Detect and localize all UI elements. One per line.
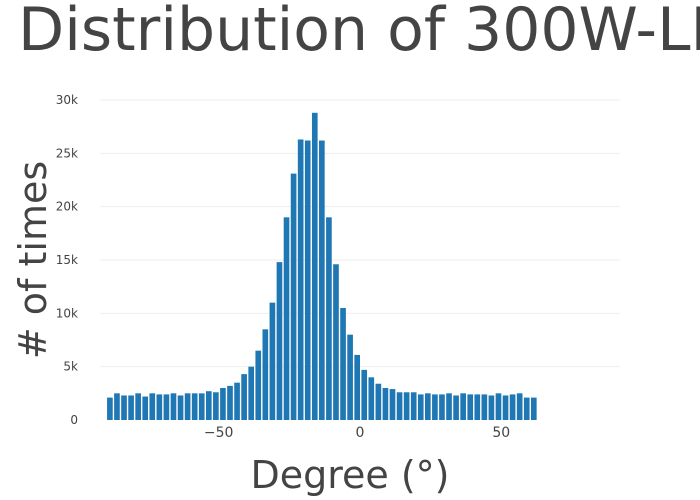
bar-series [107,112,537,421]
histogram-bar [375,383,382,420]
histogram-bar [290,173,297,420]
histogram-bar [326,217,332,420]
histogram-bar [530,397,537,420]
histogram-bar [262,329,269,420]
y-tick-label: 15k [56,253,78,267]
histogram-bar [368,377,375,420]
histogram-bar [403,392,410,420]
histogram-bar [184,393,191,420]
histogram-bar [177,395,184,420]
histogram-bar [234,382,240,420]
histogram-bar [460,393,466,420]
histogram-bar [340,308,346,420]
histogram-bar [156,394,163,420]
histogram-bar [220,388,226,420]
y-axis-title: # of times [11,161,55,359]
histogram-bar [432,394,438,420]
histogram-bar [481,394,488,420]
histogram-bar [417,394,424,420]
histogram-bar [304,140,311,420]
histogram-bar [241,374,247,420]
histogram-bar [474,394,481,420]
histogram-bar [347,334,353,420]
histogram-bar [319,140,325,420]
y-tick-label: 30k [56,93,78,107]
histogram-bar [128,395,134,420]
x-axis-ticks: −50 0 50 [204,425,510,441]
histogram-bar [149,393,156,420]
histogram-bar [227,385,233,420]
histogram-bar [516,393,523,420]
histogram-bar [389,389,396,420]
y-axis-ticks: 0 5k 10k 15k 20k 25k 30k [56,93,78,427]
histogram-bar [198,393,205,420]
histogram-bar [467,394,474,420]
x-tick-label: −50 [204,425,234,441]
histogram-bar [114,393,120,420]
x-tick-label: 0 [356,425,365,441]
histogram-bar [191,393,198,420]
histogram-bar [354,354,360,420]
x-tick-label: 50 [492,425,510,441]
histogram-bar [276,262,283,420]
y-tick-label: 10k [56,306,78,320]
histogram-bar [361,369,368,420]
chart-title: Distribution of 300W-LP [18,0,700,65]
histogram-bar [142,396,149,420]
histogram-bar [311,112,318,421]
histogram-bar [248,366,255,420]
histogram-bar [502,395,509,420]
histogram-bar [283,217,290,420]
y-tick-label: 5k [63,360,78,374]
histogram-bar [453,395,459,420]
histogram-bar [509,394,516,420]
x-axis-title: Degree (°) [250,453,449,497]
histogram-bar [255,350,262,420]
histogram-bar [439,394,445,420]
histogram-bar [396,392,403,420]
histogram-bar [121,395,127,420]
histogram-bar [488,395,495,420]
histogram-bar [446,393,452,420]
histogram-bar [135,393,141,420]
histogram-bar [213,392,219,420]
histogram-bar [107,397,113,420]
histogram-bar [410,392,417,420]
histogram-bar [163,394,170,420]
gridlines [100,99,620,368]
histogram-bar [205,391,212,420]
y-tick-label: 25k [56,146,78,160]
y-tick-label: 20k [56,200,78,214]
histogram-bar [170,393,177,420]
histogram-bar [523,397,530,420]
histogram-bar [382,388,389,420]
histogram-bar [333,264,339,420]
y-tick-label: 0 [70,413,78,427]
histogram-bar [297,139,304,420]
histogram-bar [425,393,431,420]
histogram-bar [269,302,276,420]
histogram-bar [495,393,502,420]
